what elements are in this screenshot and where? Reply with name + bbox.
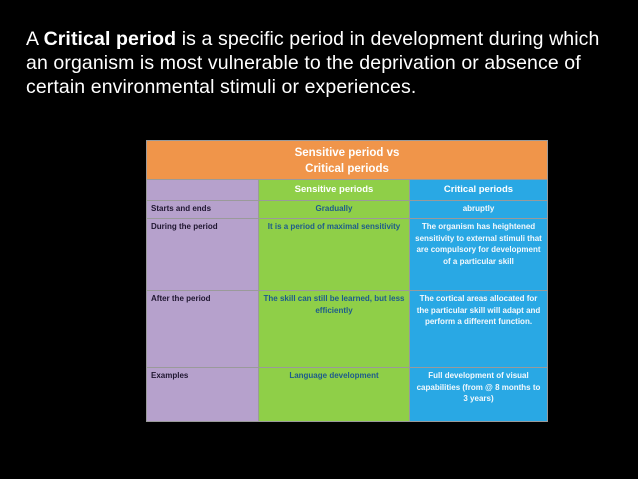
cell-critical-after-the-period: The cortical areas allocated for the par… [410,291,547,368]
cell-sensitive-starts-and-ends: Gradually [259,201,410,219]
table-grid: Sensitive periods Critical periods Start… [147,180,547,421]
header-sensitive-periods: Sensitive periods [259,180,410,201]
table-title: Sensitive period vs Critical periods [147,141,547,180]
row-label-during-the-period: During the period [147,219,259,291]
intro-prefix: A [26,28,44,50]
table-title-line-1: Sensitive period vs [294,147,400,159]
cell-critical-starts-and-ends: abruptly [410,201,547,219]
table-title-line-2: Critical periods [305,163,389,175]
cell-sensitive-after-the-period: The skill can still be learned, but less… [259,291,410,368]
header-critical-periods: Critical periods [410,180,547,201]
cell-critical-during-the-period: The organism has heightened sensitivity … [410,219,547,291]
cell-critical-examples: Full development of visual capabilities … [410,368,547,421]
intro-term: Critical period [43,28,177,50]
row-label-examples: Examples [147,368,259,421]
intro-definition: is a specific period in development duri… [26,28,600,98]
comparison-table: Sensitive period vs Critical periods Sen… [146,140,548,422]
intro-paragraph: A Critical period is a specific period i… [26,27,626,99]
cell-sensitive-examples: Language development [259,368,410,421]
header-empty-cell [147,180,259,201]
row-label-starts-and-ends: Starts and ends [147,201,259,219]
row-label-after-the-period: After the period [147,291,259,368]
cell-sensitive-during-the-period: It is a period of maximal sensitivity [259,219,410,291]
